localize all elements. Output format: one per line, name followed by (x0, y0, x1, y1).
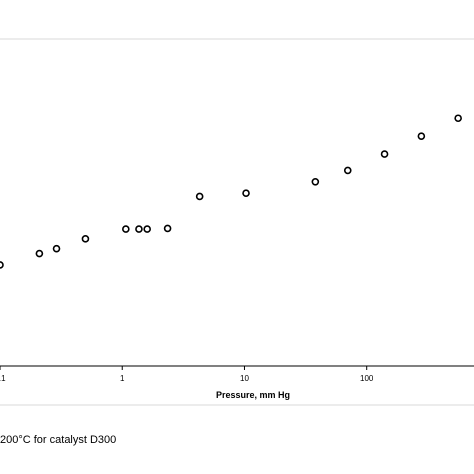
x-tick-label: 10 (240, 374, 249, 383)
data-point (380, 150, 389, 158)
data-point (311, 178, 320, 186)
data-point (35, 249, 44, 258)
data-point (343, 166, 352, 175)
plot-frame (0, 38, 474, 406)
data-point (242, 189, 250, 198)
figure-caption: 200°C for catalyst D300 (0, 434, 117, 446)
data-point (417, 132, 426, 140)
data-point (143, 225, 151, 233)
x-axis-title: Pressure, mm Hg (216, 390, 290, 400)
data-point (122, 225, 130, 233)
data-point (454, 114, 462, 123)
x-tick-label: 100 (360, 374, 374, 383)
x-axis-ticks: 0.1 1 10 100 (0, 366, 374, 383)
data-point (163, 224, 172, 233)
data-point (0, 261, 4, 269)
data-point (81, 235, 90, 243)
x-tick-label: 1 (120, 374, 125, 383)
data-point (135, 225, 143, 233)
data-point (52, 244, 61, 253)
data-points (0, 114, 462, 269)
data-point (195, 192, 204, 201)
x-tick-label: 0.1 (0, 374, 6, 383)
